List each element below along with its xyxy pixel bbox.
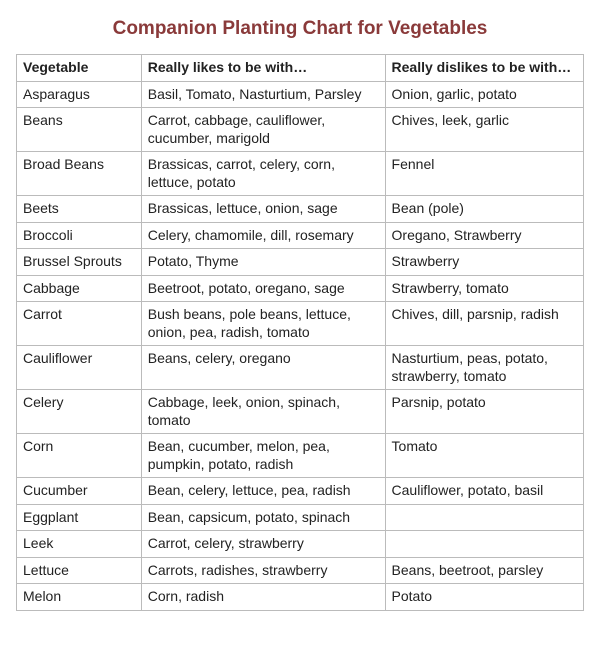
cell-vegetable: Beans — [17, 108, 142, 152]
cell-likes: Beans, celery, oregano — [141, 346, 385, 390]
cell-vegetable: Melon — [17, 584, 142, 611]
table-row: CucumberBean, celery, lettuce, pea, radi… — [17, 478, 584, 505]
table-row: MelonCorn, radishPotato — [17, 584, 584, 611]
cell-vegetable: Carrot — [17, 302, 142, 346]
cell-likes: Bean, celery, lettuce, pea, radish — [141, 478, 385, 505]
cell-dislikes: Chives, leek, garlic — [385, 108, 583, 152]
table-row: AsparagusBasil, Tomato, Nasturtium, Pars… — [17, 81, 584, 108]
table-row: CauliflowerBeans, celery, oreganoNasturt… — [17, 346, 584, 390]
cell-likes: Carrots, radishes, strawberry — [141, 557, 385, 584]
cell-vegetable: Leek — [17, 531, 142, 558]
cell-dislikes: Onion, garlic, potato — [385, 81, 583, 108]
cell-likes: Corn, radish — [141, 584, 385, 611]
table-row: CabbageBeetroot, potato, oregano, sageSt… — [17, 275, 584, 302]
cell-vegetable: Broccoli — [17, 222, 142, 249]
cell-likes: Potato, Thyme — [141, 249, 385, 276]
cell-vegetable: Beets — [17, 196, 142, 223]
cell-likes: Bean, cucumber, melon, pea, pumpkin, pot… — [141, 434, 385, 478]
cell-dislikes: Nasturtium, peas, potato, strawberry, to… — [385, 346, 583, 390]
table-row: LeekCarrot, celery, strawberry — [17, 531, 584, 558]
table-row: BroccoliCelery, chamomile, dill, rosemar… — [17, 222, 584, 249]
col-dislikes: Really dislikes to be with… — [385, 55, 583, 82]
page-title: Companion Planting Chart for Vegetables — [16, 18, 584, 40]
cell-dislikes: Oregano, Strawberry — [385, 222, 583, 249]
cell-likes: Bush beans, pole beans, lettuce, onion, … — [141, 302, 385, 346]
cell-likes: Cabbage, leek, onion, spinach, tomato — [141, 390, 385, 434]
cell-dislikes: Parsnip, potato — [385, 390, 583, 434]
cell-dislikes: Cauliflower, potato, basil — [385, 478, 583, 505]
cell-vegetable: Broad Beans — [17, 152, 142, 196]
cell-vegetable: Celery — [17, 390, 142, 434]
table-row: Broad BeansBrassicas, carrot, celery, co… — [17, 152, 584, 196]
cell-dislikes: Tomato — [385, 434, 583, 478]
table-row: BeetsBrassicas, lettuce, onion, sageBean… — [17, 196, 584, 223]
cell-dislikes: Fennel — [385, 152, 583, 196]
cell-likes: Beetroot, potato, oregano, sage — [141, 275, 385, 302]
cell-likes: Carrot, cabbage, cauliflower, cucumber, … — [141, 108, 385, 152]
cell-dislikes: Bean (pole) — [385, 196, 583, 223]
cell-dislikes — [385, 504, 583, 531]
cell-vegetable: Cauliflower — [17, 346, 142, 390]
cell-likes: Celery, chamomile, dill, rosemary — [141, 222, 385, 249]
table-row: Brussel SproutsPotato, ThymeStrawberry — [17, 249, 584, 276]
cell-dislikes: Strawberry, tomato — [385, 275, 583, 302]
table-row: EggplantBean, capsicum, potato, spinach — [17, 504, 584, 531]
cell-vegetable: Eggplant — [17, 504, 142, 531]
table-row: LettuceCarrots, radishes, strawberryBean… — [17, 557, 584, 584]
cell-dislikes: Strawberry — [385, 249, 583, 276]
cell-dislikes — [385, 531, 583, 558]
cell-dislikes: Chives, dill, parsnip, radish — [385, 302, 583, 346]
table-row: CornBean, cucumber, melon, pea, pumpkin,… — [17, 434, 584, 478]
cell-vegetable: Corn — [17, 434, 142, 478]
cell-vegetable: Lettuce — [17, 557, 142, 584]
cell-likes: Brassicas, carrot, celery, corn, lettuce… — [141, 152, 385, 196]
cell-likes: Carrot, celery, strawberry — [141, 531, 385, 558]
cell-vegetable: Asparagus — [17, 81, 142, 108]
cell-likes: Basil, Tomato, Nasturtium, Parsley — [141, 81, 385, 108]
cell-vegetable: Cabbage — [17, 275, 142, 302]
col-vegetable: Vegetable — [17, 55, 142, 82]
table-row: BeansCarrot, cabbage, cauliflower, cucum… — [17, 108, 584, 152]
table-row: CarrotBush beans, pole beans, lettuce, o… — [17, 302, 584, 346]
col-likes: Really likes to be with… — [141, 55, 385, 82]
cell-dislikes: Beans, beetroot, parsley — [385, 557, 583, 584]
table-row: CeleryCabbage, leek, onion, spinach, tom… — [17, 390, 584, 434]
cell-likes: Bean, capsicum, potato, spinach — [141, 504, 385, 531]
cell-likes: Brassicas, lettuce, onion, sage — [141, 196, 385, 223]
companion-table: Vegetable Really likes to be with… Reall… — [16, 54, 584, 611]
table-header-row: Vegetable Really likes to be with… Reall… — [17, 55, 584, 82]
cell-vegetable: Brussel Sprouts — [17, 249, 142, 276]
cell-dislikes: Potato — [385, 584, 583, 611]
cell-vegetable: Cucumber — [17, 478, 142, 505]
